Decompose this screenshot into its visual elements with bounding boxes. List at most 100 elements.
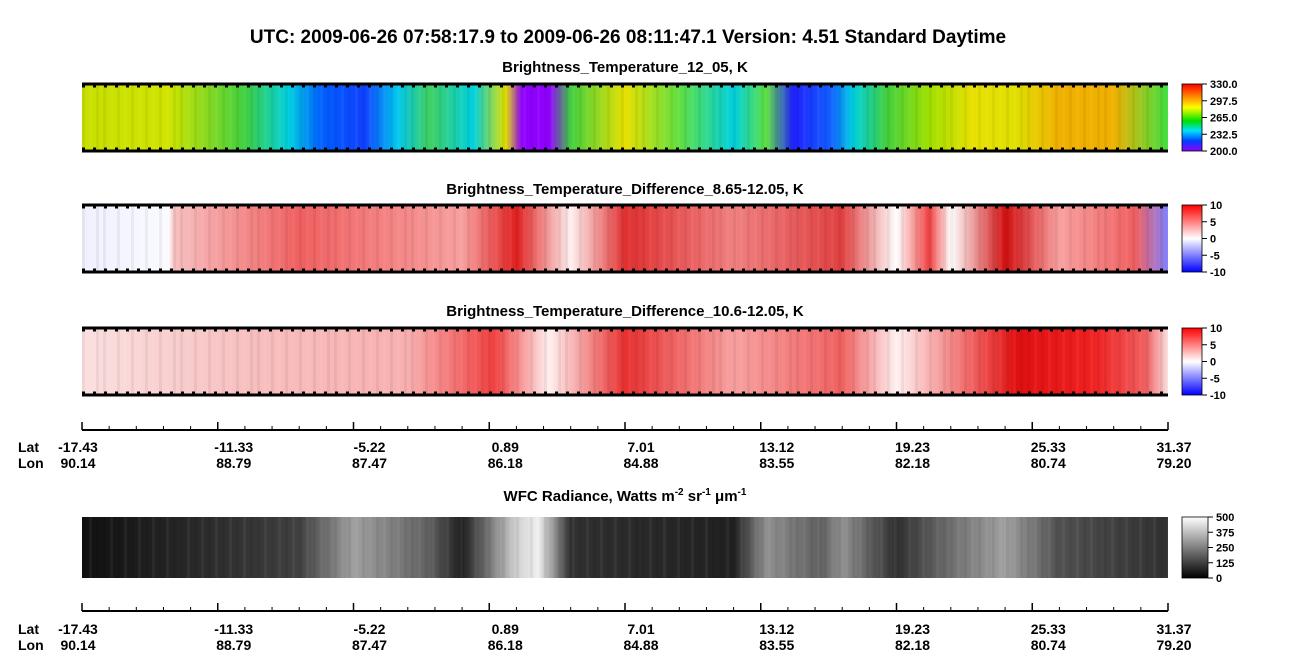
colorbar-tick-label: 265.0 xyxy=(1210,113,1238,125)
texture xyxy=(1020,205,1023,272)
texture xyxy=(586,84,589,151)
texture xyxy=(929,517,932,578)
texture xyxy=(278,84,281,151)
texture xyxy=(621,84,624,151)
texture xyxy=(124,328,127,395)
texture xyxy=(607,517,610,578)
texture xyxy=(453,205,456,272)
lon-label: 82.18 xyxy=(895,455,930,471)
texture xyxy=(796,328,799,395)
texture xyxy=(362,84,365,151)
colorbar xyxy=(1181,83,1203,152)
texture xyxy=(1048,205,1051,272)
texture xyxy=(1146,84,1149,151)
texture xyxy=(376,328,379,395)
texture xyxy=(257,205,260,272)
texture xyxy=(299,328,302,395)
texture xyxy=(999,328,1002,395)
texture xyxy=(705,328,708,395)
texture xyxy=(159,205,162,272)
texture xyxy=(313,328,316,395)
texture xyxy=(999,84,1002,151)
texture xyxy=(992,84,995,151)
texture xyxy=(292,328,295,395)
lat-label: -11.33 xyxy=(214,439,253,455)
lon-label: 80.74 xyxy=(1031,637,1066,653)
lat-label: 31.37 xyxy=(1156,621,1191,637)
texture xyxy=(327,517,330,578)
texture xyxy=(866,517,869,578)
texture xyxy=(845,84,848,151)
texture xyxy=(453,84,456,151)
texture xyxy=(992,328,995,395)
texture xyxy=(1160,205,1163,272)
texture xyxy=(866,328,869,395)
texture xyxy=(1139,517,1142,578)
texture xyxy=(551,205,554,272)
texture xyxy=(201,205,204,272)
lat-label: 7.01 xyxy=(627,439,654,455)
panel-title: Brightness_Temperature_12_05, K xyxy=(502,59,748,76)
texture xyxy=(621,205,624,272)
texture xyxy=(243,328,246,395)
texture xyxy=(810,84,813,151)
texture xyxy=(82,328,85,395)
texture xyxy=(733,84,736,151)
texture xyxy=(201,517,204,578)
texture xyxy=(117,84,120,151)
texture xyxy=(768,328,771,395)
texture xyxy=(89,328,92,395)
lon-label: 83.55 xyxy=(759,637,794,653)
lat-label: 25.33 xyxy=(1031,621,1066,637)
lat-label: 7.01 xyxy=(627,621,654,637)
texture xyxy=(901,328,904,395)
texture xyxy=(138,205,141,272)
texture xyxy=(243,205,246,272)
texture xyxy=(1041,205,1044,272)
texture xyxy=(684,84,687,151)
texture xyxy=(152,328,155,395)
texture xyxy=(1076,205,1079,272)
texture xyxy=(614,328,617,395)
texture xyxy=(1041,84,1044,151)
texture xyxy=(544,328,547,395)
texture xyxy=(166,205,169,272)
texture xyxy=(1076,517,1079,578)
texture xyxy=(1125,517,1128,578)
texture xyxy=(978,205,981,272)
texture xyxy=(334,205,337,272)
texture xyxy=(313,84,316,151)
texture xyxy=(1062,84,1065,151)
texture xyxy=(782,205,785,272)
texture xyxy=(152,205,155,272)
texture xyxy=(1027,84,1030,151)
axis-label: Lat xyxy=(18,439,39,455)
texture xyxy=(628,517,631,578)
texture xyxy=(488,328,491,395)
texture xyxy=(1125,205,1128,272)
texture xyxy=(929,84,932,151)
texture xyxy=(131,328,134,395)
texture xyxy=(1167,517,1170,578)
texture xyxy=(1069,84,1072,151)
texture xyxy=(313,205,316,272)
texture xyxy=(670,328,673,395)
texture xyxy=(180,84,183,151)
texture xyxy=(229,517,232,578)
texture xyxy=(110,84,113,151)
texture xyxy=(649,328,652,395)
texture xyxy=(236,328,239,395)
texture xyxy=(656,517,659,578)
texture xyxy=(299,205,302,272)
texture xyxy=(208,84,211,151)
texture xyxy=(215,328,218,395)
texture xyxy=(922,205,925,272)
texture xyxy=(663,84,666,151)
lat-label: 31.37 xyxy=(1156,439,1191,455)
texture xyxy=(1034,328,1037,395)
texture xyxy=(285,205,288,272)
texture xyxy=(208,517,211,578)
texture xyxy=(1090,517,1093,578)
texture xyxy=(418,205,421,272)
texture xyxy=(656,84,659,151)
